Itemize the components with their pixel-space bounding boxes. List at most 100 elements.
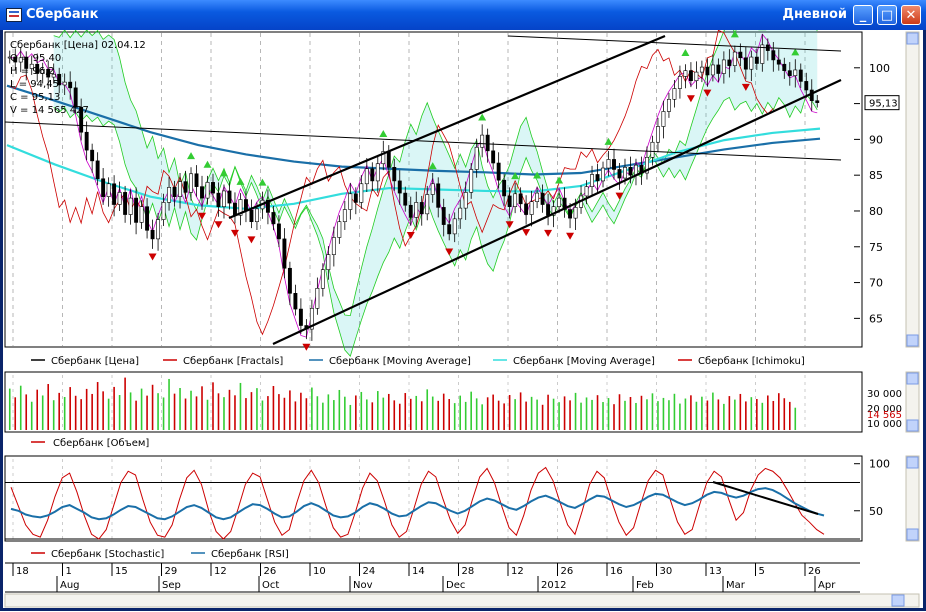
date-tick-label: 26 [808, 566, 821, 577]
price-tag: 95,13 [865, 96, 899, 110]
candle-body [387, 152, 390, 168]
date-tick-label: 26 [561, 566, 574, 577]
candle-body [184, 182, 187, 193]
candle-body [794, 70, 797, 76]
title-bar[interactable]: Сбербанк Дневной _ □ ✕ [0, 0, 926, 30]
candle-body [332, 237, 335, 254]
candle-body [145, 207, 148, 231]
month-label: Sep [162, 580, 181, 591]
legend-label: Сбербанк [Ichimoku] [698, 356, 805, 367]
date-tick-label: 13 [709, 566, 722, 577]
candle-body [409, 205, 412, 217]
candle-body [492, 151, 495, 163]
close-button[interactable]: ✕ [901, 5, 921, 25]
candle-body [448, 225, 451, 234]
candle-body [816, 101, 819, 103]
candle-body [140, 207, 143, 223]
date-tick-label: 15 [115, 566, 128, 577]
info-volume: V = 14 565 427 [10, 105, 89, 116]
info-open: O = 95,40 [10, 53, 61, 64]
candle-body [151, 230, 154, 239]
candle-body [475, 147, 478, 169]
candle-body [453, 219, 456, 234]
candle-body [294, 293, 297, 309]
candle-body [321, 270, 324, 289]
price-panel: 65707580859095100 Сбербанк [Цена] 02.04.… [5, 30, 899, 356]
candle-body [689, 71, 692, 81]
date-tick-label: 30 [660, 566, 673, 577]
candle-body [250, 210, 253, 221]
candle-body [316, 288, 319, 308]
horizontal-scrollbar [5, 594, 919, 607]
date-tick-label: 16 [610, 566, 623, 577]
price-tick-label: 90 [869, 133, 883, 146]
candle-body [200, 187, 203, 198]
candle-body [283, 239, 286, 268]
chart-canvas: 65707580859095100 Сбербанк [Цена] 02.04.… [3, 30, 923, 608]
candle-body [612, 159, 615, 169]
candle-body [233, 203, 236, 215]
candle-body [541, 193, 544, 204]
candle-body [459, 208, 462, 219]
candle-body [497, 163, 500, 180]
candle-body [189, 174, 192, 193]
volume-tick-label: 30 000 0 [867, 389, 912, 400]
price-tick-label: 65 [869, 312, 883, 325]
period-label[interactable]: Дневной [782, 7, 847, 22]
candle-body [524, 204, 527, 215]
month-label: Oct [262, 580, 279, 591]
candle-body [464, 192, 467, 208]
candle-body [673, 89, 676, 100]
candle-body [502, 180, 505, 196]
candle-body [623, 167, 626, 178]
candle-body [288, 268, 291, 293]
month-label: Mar [726, 580, 746, 591]
candle-body [63, 82, 66, 85]
candle-body [700, 67, 703, 72]
price-tick-label: 75 [869, 241, 883, 254]
candle-body [371, 169, 374, 181]
candle-body [354, 194, 357, 203]
scroll-down-button [907, 335, 918, 346]
month-label: Dec [446, 580, 465, 591]
candle-body [365, 169, 368, 184]
maximize-button[interactable]: □ [877, 5, 897, 25]
volume-legend: Сбербанк [Объем] [31, 438, 149, 449]
candle-body [574, 207, 577, 218]
legend-label: Сбербанк [RSI] [211, 549, 289, 560]
candle-body [486, 135, 489, 151]
candle-body [783, 64, 786, 70]
candle-body [717, 65, 720, 74]
volume-axis: 30 000 020 000 014 565 410 000 0 [867, 389, 912, 430]
candle-body [349, 194, 352, 210]
candle-body [618, 169, 621, 178]
candle-body [272, 212, 275, 223]
candle-body [651, 142, 654, 157]
date-tick-label: 1 [66, 566, 72, 577]
oscillator-frame [5, 456, 862, 541]
volume-tick-label: 10 000 0 [867, 419, 912, 430]
month-label: Apr [818, 580, 836, 591]
volume-panel: 30 000 020 000 014 565 410 000 0 [5, 372, 912, 432]
month-label: Nov [353, 580, 373, 591]
price-legend: Сбербанк [Цена]Сбербанк [Fractals]Сберба… [31, 356, 805, 367]
candle-body [398, 181, 401, 193]
candle-body [585, 187, 588, 196]
date-tick-label: 28 [462, 566, 475, 577]
scroll-down-button [907, 420, 918, 431]
minimize-button[interactable]: _ [853, 5, 873, 25]
legend-label: Сбербанк [Stochastic] [51, 549, 164, 560]
date-tick-label: 5 [759, 566, 765, 577]
candle-body [437, 184, 440, 208]
info-low: L = 94,45 [10, 79, 59, 90]
date-tick-label: 24 [363, 566, 376, 577]
month-label: Aug [60, 580, 80, 591]
candle-body [568, 210, 571, 219]
candle-body [404, 193, 407, 205]
candle-body [810, 90, 813, 101]
candle-body [744, 58, 747, 69]
price-tick-label: 70 [869, 277, 883, 290]
candle-body [667, 99, 670, 111]
candle-body [678, 76, 681, 88]
